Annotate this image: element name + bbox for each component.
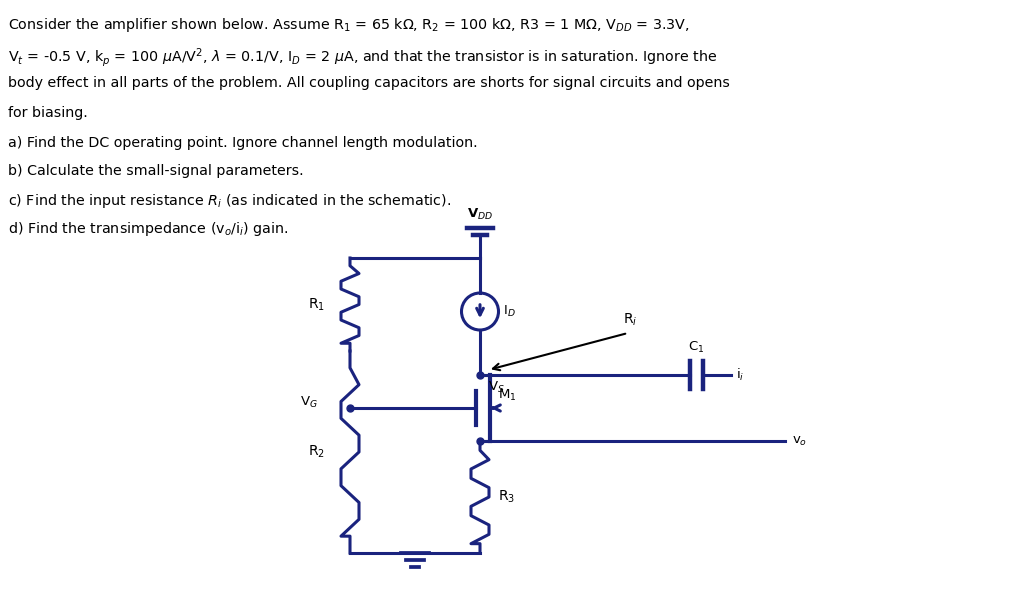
Text: R$_3$: R$_3$ xyxy=(498,489,515,505)
Text: C$_1$: C$_1$ xyxy=(688,340,705,355)
Text: R$_i$: R$_i$ xyxy=(623,311,637,328)
Text: I$_D$: I$_D$ xyxy=(503,304,516,319)
Text: i$_i$: i$_i$ xyxy=(736,367,744,383)
Text: V$_G$: V$_G$ xyxy=(300,394,318,409)
Text: M$_1$: M$_1$ xyxy=(498,388,516,403)
Text: Consider the amplifier shown below. Assume R$_1$ = 65 k$\Omega$, R$_2$ = 100 k$\: Consider the amplifier shown below. Assu… xyxy=(8,16,689,34)
Text: c) Find the input resistance $R_i$ (as indicated in the schematic).: c) Find the input resistance $R_i$ (as i… xyxy=(8,192,452,210)
Text: d) Find the transimpedance (v$_o$/i$_i$) gain.: d) Find the transimpedance (v$_o$/i$_i$)… xyxy=(8,220,289,238)
Text: b) Calculate the small-signal parameters.: b) Calculate the small-signal parameters… xyxy=(8,164,304,178)
Text: R$_1$: R$_1$ xyxy=(308,296,325,313)
Text: R$_2$: R$_2$ xyxy=(308,444,325,460)
Text: v$_o$: v$_o$ xyxy=(792,435,807,447)
Text: a) Find the DC operating point. Ignore channel length modulation.: a) Find the DC operating point. Ignore c… xyxy=(8,136,477,150)
Text: V$_S$: V$_S$ xyxy=(488,380,505,395)
Text: for biasing.: for biasing. xyxy=(8,106,88,120)
Text: V$_{DD}$: V$_{DD}$ xyxy=(467,207,494,222)
Text: V$_t$ = -0.5 V, k$_p$ = 100 $\mu$A/V$^2$, $\lambda$ = 0.1/V, I$_D$ = 2 $\mu$A, a: V$_t$ = -0.5 V, k$_p$ = 100 $\mu$A/V$^2$… xyxy=(8,46,718,69)
Text: body effect in all parts of the problem. All coupling capacitors are shorts for : body effect in all parts of the problem.… xyxy=(8,76,730,90)
